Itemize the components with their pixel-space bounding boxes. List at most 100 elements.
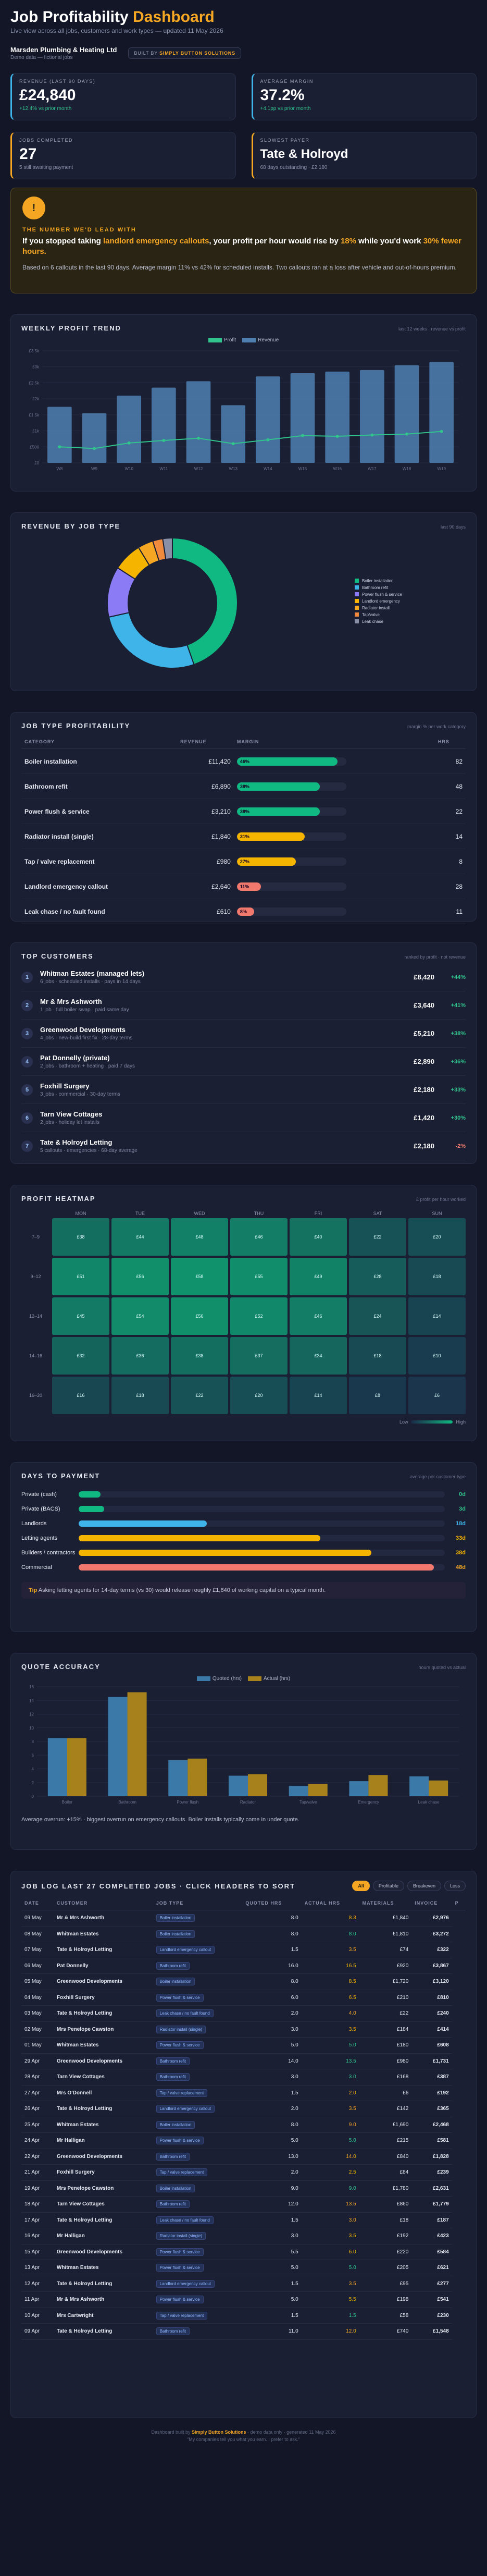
table-row[interactable]: 03 May Tate & Holroyd Letting Leak chase /… [21, 2005, 466, 2022]
heatmap-cell[interactable]: £40 [290, 1218, 347, 1256]
revenue-bar[interactable] [117, 396, 141, 463]
heatmap-cell[interactable]: £54 [111, 1297, 169, 1335]
col-customer[interactable]: CUSTOMER [53, 1896, 153, 1910]
table-row[interactable]: Tap / valve replacement £980 27% 8 [21, 849, 466, 874]
heatmap-cell[interactable]: £51 [52, 1258, 109, 1295]
table-row[interactable]: 25 Apr Whitman Estates Boiler installation… [21, 2117, 466, 2133]
heatmap-cell[interactable]: £56 [171, 1297, 228, 1335]
heatmap-cell[interactable]: £34 [290, 1337, 347, 1375]
actual-bar[interactable] [248, 1774, 268, 1796]
col-quoted-hrs[interactable]: QUOTED HRS [242, 1896, 302, 1910]
quoted-bar[interactable] [409, 1776, 429, 1796]
list-item[interactable]: 3 Greenwood Developments 4 jobs · new-buil… [21, 1020, 466, 1048]
heatmap-cell[interactable]: £16 [52, 1377, 109, 1414]
table-row[interactable]: 28 Apr Tarn View Cottages Bathroom refit 3.… [21, 2069, 466, 2086]
heatmap-cell[interactable]: £10 [408, 1337, 466, 1375]
revenue-bar[interactable] [82, 413, 107, 463]
heatmap-cell[interactable]: £22 [349, 1218, 406, 1256]
legend-item-profit[interactable]: Profit [208, 337, 236, 343]
heatmap-cell[interactable]: £32 [52, 1337, 109, 1375]
built-by-badge[interactable]: BUILT BY SIMPLY BUTTON SOLUTIONS [128, 47, 241, 59]
quoted-bar[interactable] [228, 1775, 248, 1796]
heatmap-cell[interactable]: £38 [52, 1218, 109, 1256]
actual-bar[interactable] [67, 1738, 86, 1796]
table-row[interactable]: 11 Apr Mr & Mrs Ashworth Power flush & ser… [21, 2291, 466, 2308]
profit-point[interactable] [266, 438, 270, 441]
heatmap-cell[interactable]: £56 [111, 1258, 169, 1295]
col-date[interactable]: DATE [21, 1896, 54, 1910]
heatmap-cell[interactable]: £52 [230, 1297, 288, 1335]
table-row[interactable]: 09 May Mr & Mrs Ashworth Boiler installati… [21, 1910, 466, 1927]
quoted-bar[interactable] [289, 1786, 308, 1796]
quoted-bar[interactable] [349, 1781, 369, 1796]
actual-bar[interactable] [429, 1780, 448, 1796]
list-item[interactable]: 7 Tate & Holroyd Letting 5 callouts · emer… [21, 1132, 466, 1160]
revenue-bar[interactable] [290, 373, 315, 463]
heatmap-cell[interactable]: £46 [290, 1297, 347, 1335]
footer-brand[interactable]: Simply Button Solutions [192, 2430, 246, 2435]
heatmap-cell[interactable]: £18 [349, 1337, 406, 1375]
list-item[interactable]: 5 Foxhill Surgery 3 jobs · commercial · 30… [21, 1076, 466, 1104]
donut-slice[interactable] [108, 612, 195, 669]
revenue-bar[interactable] [360, 370, 384, 463]
list-item[interactable]: 2 Mr & Mrs Ashworth 1 job · full boiler sw… [21, 991, 466, 1020]
table-row[interactable]: 05 May Greenwood Developments Boiler insta… [21, 1973, 466, 1990]
heatmap-cell[interactable]: £22 [171, 1377, 228, 1414]
profit-point[interactable] [197, 436, 200, 440]
filter-breakeven[interactable]: Breakeven [407, 1881, 441, 1891]
filter-profitable[interactable]: Profitable [372, 1881, 404, 1891]
table-row[interactable]: 06 May Pat Donnelly Bathroom refit 16.0 16.5… [21, 1958, 466, 1974]
filter-all[interactable]: All [352, 1881, 370, 1891]
heatmap-cell[interactable]: £14 [408, 1297, 466, 1335]
actual-bar[interactable] [368, 1775, 388, 1796]
table-row[interactable]: Radiator install (single) £1,840 31% 14 [21, 824, 466, 849]
revenue-bar[interactable] [394, 365, 419, 463]
revenue-bar[interactable] [256, 376, 280, 463]
heatmap-cell[interactable]: £8 [349, 1377, 406, 1414]
quoted-bar[interactable] [168, 1760, 188, 1796]
profit-point[interactable] [162, 439, 166, 442]
profit-point[interactable] [301, 434, 304, 437]
table-row[interactable]: 10 Apr Mrs Cartwright Tap / valve replacem… [21, 2308, 466, 2324]
actual-bar[interactable] [308, 1784, 328, 1796]
table-row[interactable]: 15 Apr Greenwood Developments Power flush … [21, 2244, 466, 2260]
table-row[interactable]: 27 Apr Mrs O'Donnell Tap / valve replaceme… [21, 2085, 466, 2101]
actual-bar[interactable] [127, 1692, 147, 1797]
heatmap-cell[interactable]: £18 [408, 1258, 466, 1295]
col-category[interactable]: CATEGORY [21, 735, 178, 749]
heatmap-cell[interactable]: £44 [111, 1218, 169, 1256]
heatmap-cell[interactable]: £14 [290, 1377, 347, 1414]
legend-item-revenue[interactable]: Revenue [242, 337, 279, 343]
table-row[interactable]: 19 Apr Mrs Penelope Cawston Boiler install… [21, 2180, 466, 2197]
table-row[interactable]: 21 Apr Foxhill Surgery Tap / valve replace… [21, 2164, 466, 2181]
heatmap-cell[interactable]: £48 [171, 1218, 228, 1256]
col-invoice[interactable]: INVOICE [411, 1896, 452, 1910]
heatmap-cell[interactable]: £36 [111, 1337, 169, 1375]
table-row[interactable]: Leak chase / no fault found £610 8% 11 [21, 899, 466, 924]
col-revenue[interactable]: REVENUE [177, 735, 234, 749]
heatmap-cell[interactable]: £49 [290, 1258, 347, 1295]
table-row[interactable]: 08 May Whitman Estates Boiler installation… [21, 1926, 466, 1942]
profit-point[interactable] [231, 442, 235, 446]
table-row[interactable]: 13 Apr Whitman Estates Power flush & servi… [21, 2260, 466, 2276]
table-row[interactable]: 22 Apr Greenwood Developments Bathroom ref… [21, 2149, 466, 2165]
quoted-bar[interactable] [47, 1738, 67, 1796]
profit-point[interactable] [58, 445, 61, 449]
heatmap-cell[interactable]: £45 [52, 1297, 109, 1335]
heatmap-cell[interactable]: £28 [349, 1258, 406, 1295]
table-row[interactable]: 07 May Tate & Holroyd Letting Landlord eme… [21, 1942, 466, 1958]
list-item[interactable]: 1 Whitman Estates (managed lets) 6 jobs · … [21, 963, 466, 991]
col-materials[interactable]: MATERIALS [359, 1896, 412, 1910]
revenue-bar[interactable] [47, 407, 72, 463]
heatmap-cell[interactable]: £46 [230, 1218, 288, 1256]
table-row[interactable]: 29 Apr Greenwood Developments Bathroom ref… [21, 2053, 466, 2069]
table-row[interactable]: 09 Apr Tate & Holroyd Letting Bathroom ref… [21, 2323, 466, 2340]
heatmap-cell[interactable]: £24 [349, 1297, 406, 1335]
list-item[interactable]: 4 Pat Donnelly (private) 2 jobs · bathroom… [21, 1048, 466, 1076]
heatmap-cell[interactable]: £18 [111, 1377, 169, 1414]
table-row[interactable]: 17 Apr Tate & Holroyd Letting Leak chase /… [21, 2212, 466, 2228]
legend-item-actual[interactable]: Actual (hrs) [248, 1676, 290, 1682]
col-job-type[interactable]: JOB TYPE [153, 1896, 243, 1910]
heatmap-cell[interactable]: £37 [230, 1337, 288, 1375]
table-row[interactable]: 26 Apr Tate & Holroyd Letting Landlord eme… [21, 2101, 466, 2117]
